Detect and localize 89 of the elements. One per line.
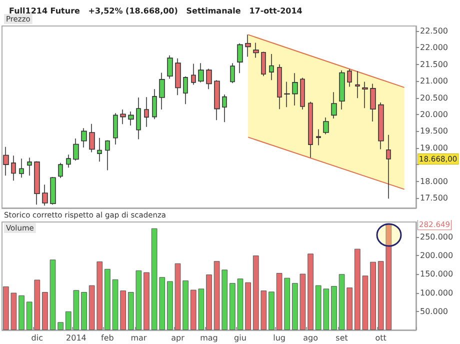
bar <box>104 268 110 330</box>
y-tick-label: 19.000 <box>420 143 448 152</box>
bar <box>245 282 251 330</box>
candlestick <box>386 134 391 200</box>
bar <box>331 286 337 330</box>
y-tick-label: 250.000 <box>420 232 454 242</box>
candlestick <box>362 81 368 109</box>
candlestick <box>222 94 227 123</box>
candlestick <box>58 162 63 178</box>
candlestick <box>167 54 173 80</box>
candlestick <box>136 97 141 140</box>
candlestick <box>89 123 95 153</box>
candlestick <box>50 176 56 206</box>
chart-title: Full1214 Future +3,52% (18.668,00) Settimanale 17-ott-2014 <box>9 6 303 16</box>
x-tick-label: feb <box>101 334 114 342</box>
candlestick <box>245 34 251 58</box>
candlestick <box>347 68 352 88</box>
x-tick-label: set <box>336 334 348 342</box>
candlestick <box>66 154 71 168</box>
candlestick <box>97 137 102 162</box>
candlestick <box>34 160 40 206</box>
y-tick-label: 100.000 <box>420 288 454 298</box>
candlestick <box>159 72 165 110</box>
candlestick <box>73 138 79 161</box>
candlestick <box>19 158 24 178</box>
candlestick <box>339 70 345 110</box>
candlestick <box>105 140 110 171</box>
bar <box>268 292 274 330</box>
candlestick <box>269 54 274 80</box>
candlestick <box>144 96 149 128</box>
candlestick <box>277 64 282 110</box>
candlestick <box>152 88 157 120</box>
candlestick <box>370 83 376 122</box>
y-tick-label: 22.000 <box>420 43 448 52</box>
bar <box>370 262 376 330</box>
candlestick <box>175 58 181 96</box>
candlestick <box>191 63 196 86</box>
candlestick <box>316 128 321 146</box>
bar <box>144 272 150 330</box>
candlestick <box>214 80 220 121</box>
candlestick <box>198 62 204 83</box>
y-tick-label: 22.500 <box>420 26 448 36</box>
bar <box>167 281 173 330</box>
bar <box>206 274 212 330</box>
y-tick-label: 21.000 <box>420 76 448 86</box>
x-tick-label: 2014 <box>66 334 86 342</box>
bar <box>308 254 314 330</box>
candlestick <box>308 101 313 158</box>
y-tick-label: 17.500 <box>420 193 448 202</box>
candlestick <box>253 42 259 58</box>
y-tick-label: 19.500 <box>420 126 448 136</box>
x-tick-label: lug <box>273 334 286 342</box>
candlestick <box>378 102 384 150</box>
candlestick <box>3 146 9 176</box>
candlestick <box>355 70 360 99</box>
y-tick-label: 18.000 <box>420 176 448 186</box>
x-tick-label: mar <box>130 334 148 342</box>
candlestick <box>237 42 243 74</box>
candlestick <box>120 109 126 125</box>
candlestick <box>206 68 212 90</box>
candlestick <box>331 92 337 119</box>
x-tick-label: ago <box>303 334 318 342</box>
x-tick-label: giu <box>234 334 246 342</box>
candlestick <box>128 111 134 126</box>
candlestick <box>183 76 188 105</box>
x-tick-label: apr <box>171 334 186 342</box>
y-tick-label: 200.000 <box>420 251 454 260</box>
bar <box>42 292 48 330</box>
x-tick-label: mag <box>200 334 218 342</box>
y-tick-label: 20.000 <box>420 110 448 119</box>
candlestick <box>261 51 266 76</box>
candlestick <box>11 155 16 182</box>
candlestick <box>230 62 235 84</box>
y-tick-label: 150.000 <box>420 270 454 279</box>
candlestick <box>81 128 87 148</box>
x-tick-label: dic <box>31 334 43 342</box>
y-tick-label: 21.500 <box>420 60 448 69</box>
candlestick <box>284 81 290 108</box>
candlestick <box>292 72 298 106</box>
candlestick <box>300 77 305 110</box>
y-tick-label: 20.500 <box>420 93 448 102</box>
x-tick-label: ott <box>375 334 386 342</box>
candlestick <box>42 184 48 206</box>
candlestick <box>113 112 118 145</box>
candlestick <box>27 157 32 176</box>
bar <box>81 292 87 330</box>
y-tick-label: 50.000 <box>420 306 448 316</box>
candlestick <box>323 117 329 135</box>
bar <box>18 295 24 330</box>
